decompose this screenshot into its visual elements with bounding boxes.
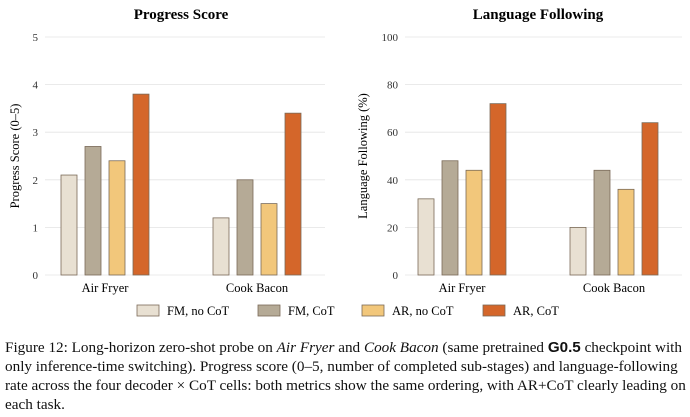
legend-label: FM, no CoT: [167, 304, 230, 318]
bar-fm-cot-cook-bacon: [593, 169, 611, 276]
x-tick-label: Air Fryer: [82, 281, 130, 295]
y-tick-label: 100: [382, 32, 399, 44]
bar-fm-no-cot-air-fryer: [417, 198, 435, 276]
legend-label: FM, CoT: [288, 304, 335, 318]
bar-ar-cot-air-fryer: [132, 93, 150, 276]
y-tick-label: 0: [393, 270, 399, 282]
bar-ar-cot-air-fryer: [489, 103, 507, 276]
chart-title: Progress Score: [134, 7, 229, 23]
legend-swatch: [482, 304, 506, 317]
legend-label: AR, no CoT: [392, 304, 454, 318]
caption-task-air-fryer: Air Fryer: [276, 339, 335, 356]
y-tick-label: 2: [33, 175, 39, 187]
y-tick-label: 20: [387, 222, 399, 234]
x-tick-label: Cook Bacon: [226, 281, 289, 295]
y-tick-label: 0: [33, 270, 39, 282]
caption-mid: (same pretrained: [438, 339, 548, 356]
bar-fm-cot-cook-bacon: [236, 179, 254, 276]
bar-fm-no-cot-air-fryer: [60, 174, 78, 276]
bar-ar-cot-cook-bacon: [284, 112, 302, 276]
bar-fm-no-cot-cook-bacon: [212, 217, 230, 276]
chart-title: Language Following: [473, 7, 604, 23]
y-axis-label: Language Following (%): [356, 93, 370, 219]
caption-task-cook-bacon: Cook Bacon: [363, 339, 439, 356]
y-tick-label: 1: [33, 222, 39, 234]
y-tick-label: 3: [33, 127, 39, 139]
caption-prefix: Figure 12: Long-horizon zero-shot probe …: [5, 339, 277, 356]
legend-swatch: [136, 304, 160, 317]
caption-and: and: [334, 339, 364, 356]
bar-ar-cot-cook-bacon: [641, 122, 659, 276]
figure-charts: Progress Score 0 1 2 3 4 5 Progress Score (0–5)…: [8, 7, 682, 318]
y-axis-label: Progress Score (0–5): [8, 104, 22, 209]
legend-swatch: [361, 304, 385, 317]
y-tick-label: 40: [387, 175, 399, 187]
y-tick-label: 4: [33, 80, 39, 92]
bar-ar-no-cot-cook-bacon: [617, 188, 635, 276]
x-tick-label: Cook Bacon: [583, 281, 646, 295]
y-tick-label: 60: [387, 127, 399, 139]
bar-ar-no-cot-cook-bacon: [260, 203, 278, 276]
y-tick-label: 80: [387, 80, 399, 92]
x-tick-label: Air Fryer: [439, 281, 487, 295]
caption-suffix: checkpoint with only inference-time swit…: [5, 339, 686, 413]
legend-label: AR, CoT: [513, 304, 559, 318]
y-tick-label: 5: [33, 32, 39, 44]
bar-ar-no-cot-air-fryer: [465, 169, 483, 276]
bar-fm-no-cot-cook-bacon: [569, 226, 587, 276]
figure-caption: Figure 12: Long-horizon zero-shot probe …: [5, 338, 687, 414]
bar-ar-no-cot-air-fryer: [108, 160, 126, 276]
caption-model-name: G0.5: [547, 339, 581, 356]
bar-fm-cot-air-fryer: [84, 146, 102, 276]
legend-swatch: [257, 304, 281, 317]
bar-fm-cot-air-fryer: [441, 160, 459, 276]
